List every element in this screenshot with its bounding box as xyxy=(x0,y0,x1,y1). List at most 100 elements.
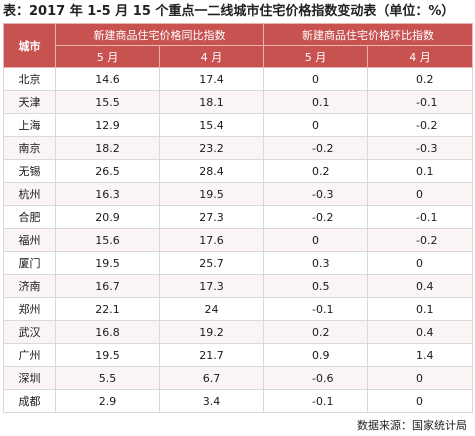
city-cell: 武汉 xyxy=(3,320,56,344)
yoy-apr-cell: 17.3 xyxy=(159,274,264,298)
mom-may-cell: -0.2 xyxy=(263,136,368,160)
yoy-may-cell: 26.5 xyxy=(55,159,160,183)
mom-apr-cell: -0.3 xyxy=(367,136,473,160)
yoy-apr-cell: 17.4 xyxy=(159,67,264,91)
table-row: 合肥 20.9 27.3 -0.2 -0.1 xyxy=(3,205,473,229)
yoy-apr-cell: 15.4 xyxy=(159,113,264,137)
mom-may-cell: -0.3 xyxy=(263,182,368,206)
table-row: 无锡 26.5 28.4 0.2 0.1 xyxy=(3,159,473,183)
table-row: 武汉 16.8 19.2 0.2 0.4 xyxy=(3,320,473,344)
yoy-apr-cell: 19.5 xyxy=(159,182,264,206)
yoy-apr-cell: 18.1 xyxy=(159,90,264,114)
table-row: 杭州 16.3 19.5 -0.3 0 xyxy=(3,182,473,206)
city-cell: 北京 xyxy=(3,67,56,91)
yoy-may-cell: 5.5 xyxy=(55,366,160,390)
yoy-may-cell: 2.9 xyxy=(55,389,160,413)
mom-may-cell: 0.1 xyxy=(263,90,368,114)
mom-may-cell: 0.9 xyxy=(263,343,368,367)
mom-group-header: 新建商品住宅价格环比指数 xyxy=(263,23,473,46)
table-row: 天津 15.5 18.1 0.1 -0.1 xyxy=(3,90,473,114)
yoy-apr-cell: 17.6 xyxy=(159,228,264,252)
mom-apr-cell: 0.1 xyxy=(367,297,473,321)
yoy-may-cell: 15.5 xyxy=(55,90,160,114)
yoy-may-cell: 16.8 xyxy=(55,320,160,344)
yoy-may-cell: 18.2 xyxy=(55,136,160,160)
city-column-header: 城市 xyxy=(3,23,56,68)
yoy-group-header: 新建商品住宅价格同比指数 xyxy=(55,23,264,46)
city-cell: 无锡 xyxy=(3,159,56,183)
yoy-may-cell: 15.6 xyxy=(55,228,160,252)
table-row: 成都 2.9 3.4 -0.1 0 xyxy=(3,389,473,413)
mom-apr-cell: 1.4 xyxy=(367,343,473,367)
yoy-may-cell: 20.9 xyxy=(55,205,160,229)
yoy-apr-cell: 27.3 xyxy=(159,205,264,229)
table-body: 北京 14.6 17.4 0 0.2 天津 15.5 18.1 0.1 -0.1 上海 12.9 15.… xyxy=(3,67,473,413)
table-row: 深圳 5.5 6.7 -0.6 0 xyxy=(3,366,473,390)
mom-may-cell: -0.2 xyxy=(263,205,368,229)
yoy-may-cell: 19.5 xyxy=(55,251,160,275)
mom-apr-cell: 0.2 xyxy=(367,67,473,91)
mom-may-cell: 0 xyxy=(263,113,368,137)
price-index-table: 城市 新建商品住宅价格同比指数 新建商品住宅价格环比指数 5 月 4 月 5 月… xyxy=(3,23,473,413)
yoy-may-cell: 22.1 xyxy=(55,297,160,321)
city-cell: 杭州 xyxy=(3,182,56,206)
yoy-may-cell: 19.5 xyxy=(55,343,160,367)
city-cell: 上海 xyxy=(3,113,56,137)
mom-may-cell: 0.5 xyxy=(263,274,368,298)
mom-may-cell: 0.3 xyxy=(263,251,368,275)
mom-may-cell: -0.6 xyxy=(263,366,368,390)
mom-apr-cell: 0.1 xyxy=(367,159,473,183)
yoy-apr-cell: 23.2 xyxy=(159,136,264,160)
yoy-may-cell: 16.3 xyxy=(55,182,160,206)
table-row: 南京 18.2 23.2 -0.2 -0.3 xyxy=(3,136,473,160)
mom-may-cell: -0.1 xyxy=(263,389,368,413)
mom-apr-cell: 0.4 xyxy=(367,274,473,298)
mom-apr-cell: -0.1 xyxy=(367,90,473,114)
yoy-may-cell: 12.9 xyxy=(55,113,160,137)
mom-apr-cell: 0.4 xyxy=(367,320,473,344)
mom-may-cell: 0 xyxy=(263,228,368,252)
yoy-apr-header: 4 月 xyxy=(159,45,264,68)
yoy-apr-cell: 3.4 xyxy=(159,389,264,413)
mom-may-header: 5 月 xyxy=(263,45,368,68)
table-row: 郑州 22.1 24 -0.1 0.1 xyxy=(3,297,473,321)
mom-may-cell: 0.2 xyxy=(263,159,368,183)
city-cell: 济南 xyxy=(3,274,56,298)
city-cell: 合肥 xyxy=(3,205,56,229)
mom-apr-cell: -0.1 xyxy=(367,205,473,229)
mom-may-cell: 0.2 xyxy=(263,320,368,344)
yoy-apr-cell: 6.7 xyxy=(159,366,264,390)
city-cell: 南京 xyxy=(3,136,56,160)
yoy-apr-cell: 21.7 xyxy=(159,343,264,367)
table-row: 福州 15.6 17.6 0 -0.2 xyxy=(3,228,473,252)
mom-apr-cell: 0 xyxy=(367,366,473,390)
yoy-apr-cell: 19.2 xyxy=(159,320,264,344)
mom-apr-cell: 0 xyxy=(367,182,473,206)
yoy-may-cell: 14.6 xyxy=(55,67,160,91)
mom-apr-header: 4 月 xyxy=(367,45,473,68)
yoy-may-header: 5 月 xyxy=(55,45,160,68)
city-cell: 广州 xyxy=(3,343,56,367)
table-row: 上海 12.9 15.4 0 -0.2 xyxy=(3,113,473,137)
table-row: 北京 14.6 17.4 0 0.2 xyxy=(3,67,473,91)
city-cell: 成都 xyxy=(3,389,56,413)
mom-apr-cell: 0 xyxy=(367,389,473,413)
mom-apr-cell: -0.2 xyxy=(367,113,473,137)
yoy-apr-cell: 25.7 xyxy=(159,251,264,275)
city-cell: 福州 xyxy=(3,228,56,252)
city-cell: 天津 xyxy=(3,90,56,114)
mom-may-cell: -0.1 xyxy=(263,297,368,321)
yoy-apr-cell: 28.4 xyxy=(159,159,264,183)
city-cell: 郑州 xyxy=(3,297,56,321)
mom-may-cell: 0 xyxy=(263,67,368,91)
city-cell: 深圳 xyxy=(3,366,56,390)
table-row: 济南 16.7 17.3 0.5 0.4 xyxy=(3,274,473,298)
table-row: 厦门 19.5 25.7 0.3 0 xyxy=(3,251,473,275)
yoy-may-cell: 16.7 xyxy=(55,274,160,298)
mom-apr-cell: -0.2 xyxy=(367,228,473,252)
table-row: 广州 19.5 21.7 0.9 1.4 xyxy=(3,343,473,367)
table-title: 表：2017 年 1-5 月 15 个重点一二线城市住宅价格指数变动表（单位：%… xyxy=(3,4,455,19)
mom-apr-cell: 0 xyxy=(367,251,473,275)
yoy-apr-cell: 24 xyxy=(159,297,264,321)
